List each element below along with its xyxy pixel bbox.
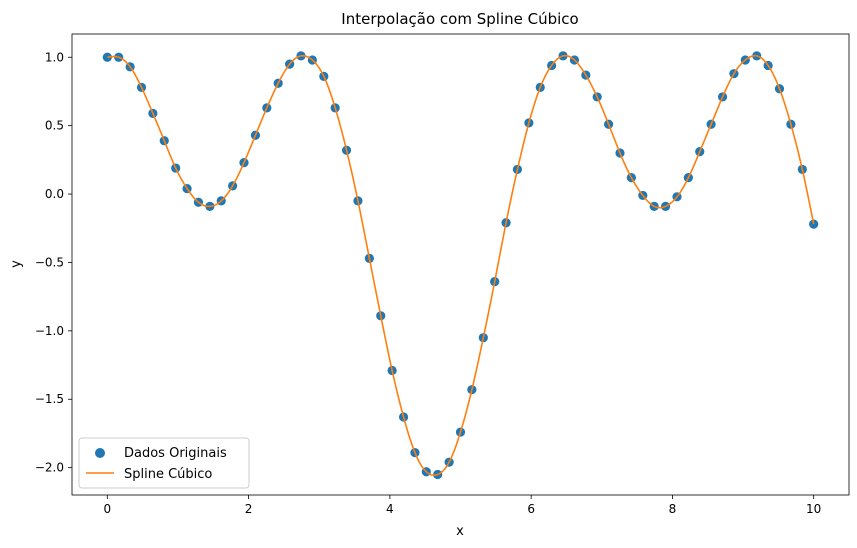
x-tick-label: 10 (806, 502, 821, 516)
data-point (809, 219, 819, 229)
y-tick-label: 1.0 (45, 50, 64, 64)
data-point (102, 52, 112, 62)
y-tick-label: −1.0 (35, 324, 64, 338)
x-tick-label: 8 (669, 502, 677, 516)
y-axis-label: y (9, 260, 24, 268)
chart-title: Interpolação com Spline Cúbico (341, 10, 578, 28)
y-tick-label: −1.5 (35, 392, 64, 406)
y-tick-label: −2.0 (35, 461, 64, 475)
y-axis: 1.0 0.5 0.0 −0.5 −1.0 −1.5 −2.0 (35, 50, 72, 475)
plot-area (71, 33, 850, 496)
x-tick-label: 2 (245, 502, 253, 516)
x-axis: 0 2 4 6 8 10 (103, 495, 821, 516)
x-tick-label: 6 (527, 502, 535, 516)
legend-label-spline: Spline Cúbico (124, 467, 212, 482)
legend-label-dados: Dados Originais (124, 446, 227, 461)
y-tick-label: −0.5 (35, 255, 64, 269)
y-tick-label: 0.5 (45, 119, 64, 133)
x-tick-label: 4 (386, 502, 394, 516)
y-tick-label: 0.0 (45, 187, 64, 201)
spline-line (107, 54, 815, 477)
spline-line-series (107, 54, 815, 477)
x-tick-label: 0 (103, 502, 111, 516)
legend-box (78, 437, 250, 489)
plot-frame (71, 33, 850, 496)
legend: Dados Originais Spline Cúbico (78, 437, 250, 489)
legend-marker-dados (95, 448, 105, 458)
x-axis-label: x (456, 524, 464, 539)
